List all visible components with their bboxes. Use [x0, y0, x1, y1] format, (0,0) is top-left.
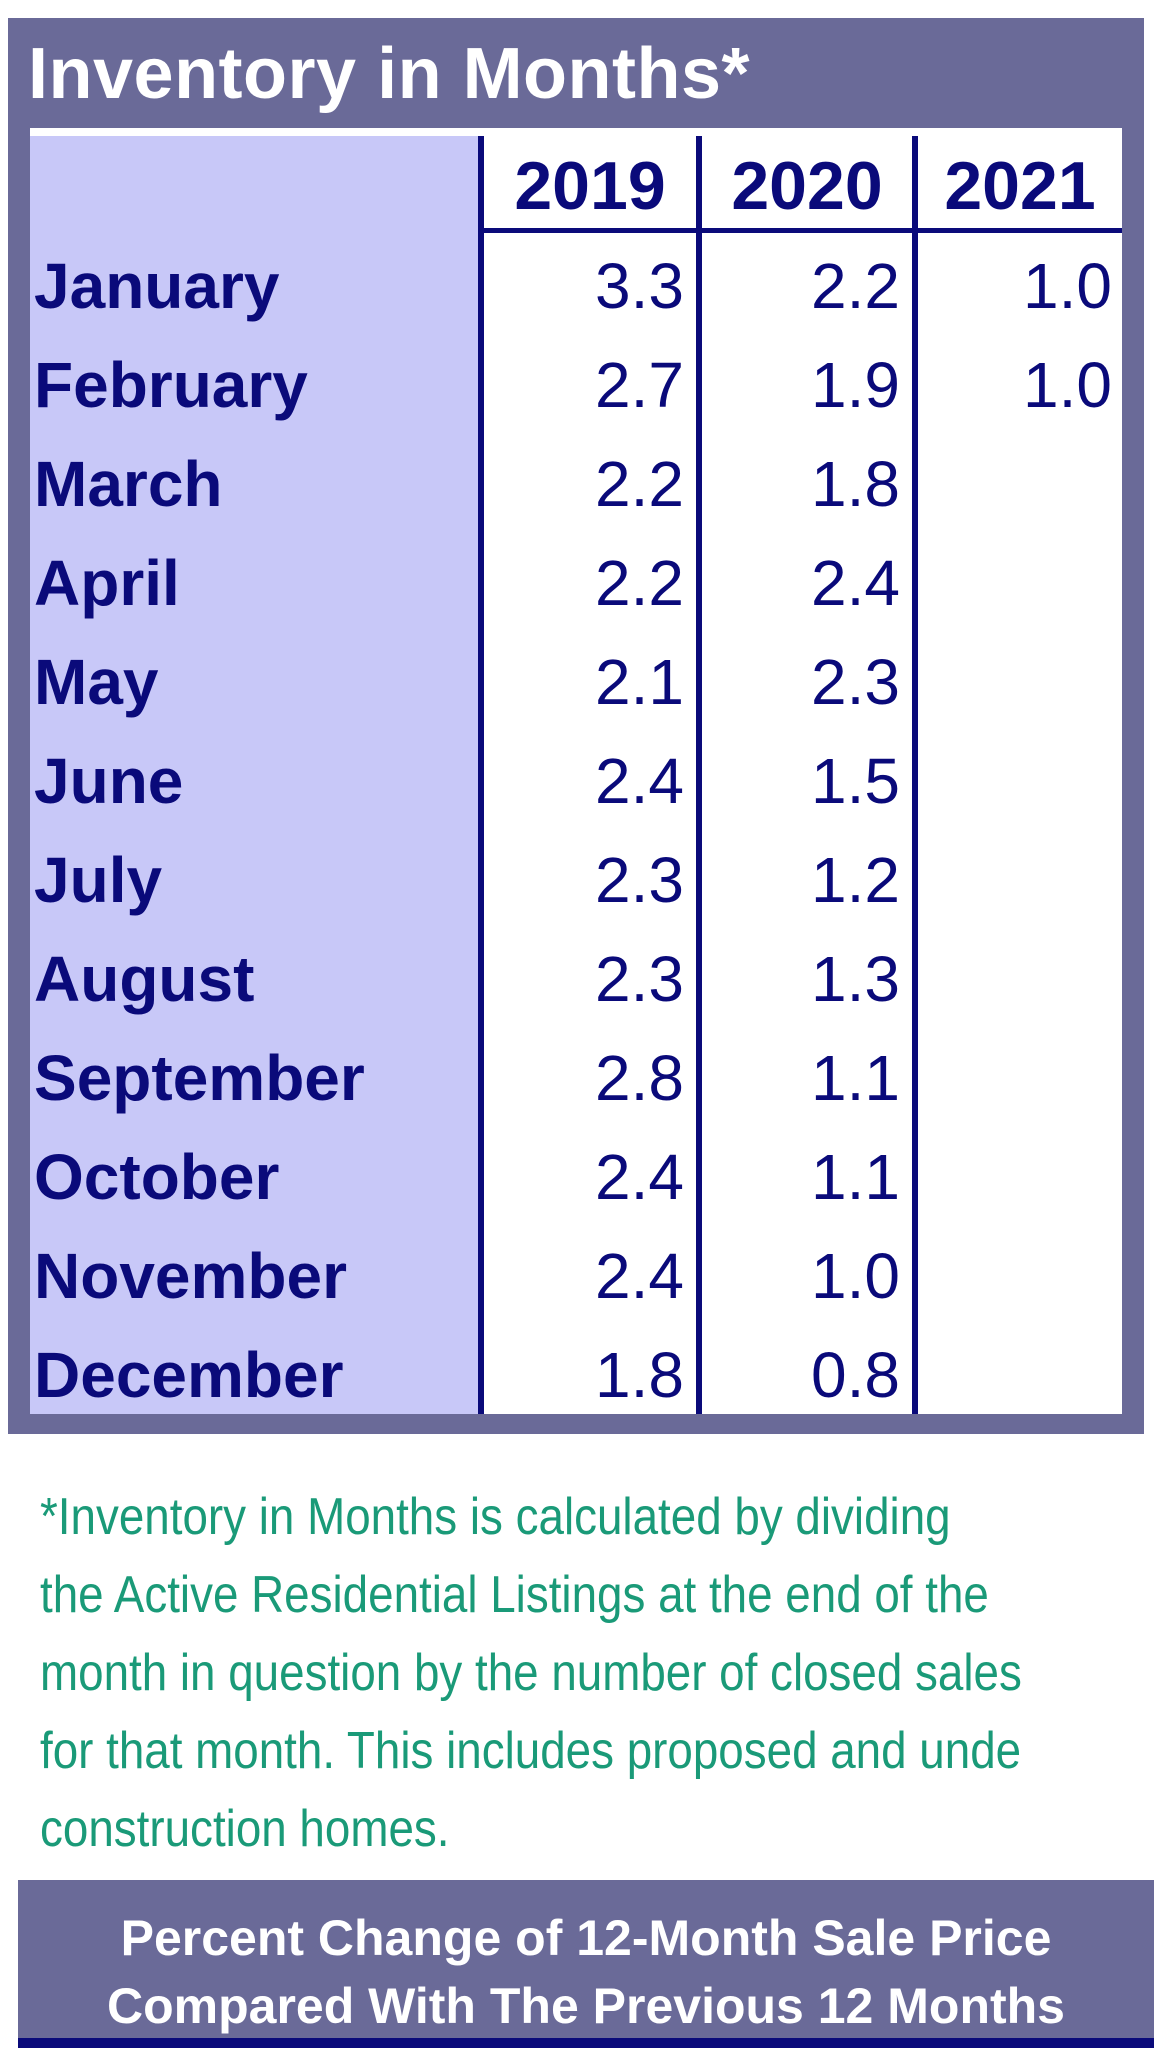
footnote-line: *Inventory in Months is calculated by di… — [40, 1488, 951, 1546]
value-cell: 1.2 — [811, 844, 900, 916]
column-divider — [912, 136, 918, 1414]
value-cell: 2.3 — [811, 646, 900, 718]
value-cell: 1.3 — [811, 943, 900, 1015]
month-label: March — [34, 448, 223, 520]
year-header-2020: 2020 — [731, 148, 883, 224]
value-cell: 2.2 — [811, 250, 900, 322]
footnote-line: for that month. This includes proposed a… — [40, 1722, 1022, 1780]
column-divider — [478, 136, 484, 1414]
month-label: February — [34, 349, 308, 421]
header-underline — [918, 228, 1122, 233]
value-cell: 1.0 — [1023, 349, 1112, 421]
header-underline — [484, 228, 696, 233]
month-label: July — [34, 844, 163, 916]
values-background — [478, 136, 1122, 1414]
title-rule — [30, 128, 1122, 136]
value-cell: 2.2 — [595, 547, 684, 619]
value-cell: 2.2 — [595, 448, 684, 520]
value-cell: 1.8 — [811, 448, 900, 520]
value-cell: 1.5 — [811, 745, 900, 817]
panel-title: Inventory in Months* — [28, 34, 751, 114]
column-divider — [696, 136, 702, 1414]
header-underline — [702, 228, 912, 233]
value-cell: 2.4 — [811, 547, 900, 619]
value-cell: 2.7 — [595, 349, 684, 421]
banner-line-1: Percent Change of 12-Month Sale Price — [120, 1910, 1052, 1966]
value-cell: 3.3 — [595, 250, 684, 322]
month-label: June — [34, 745, 184, 817]
month-label: September — [34, 1042, 365, 1114]
month-label: October — [34, 1141, 280, 1213]
month-column-background — [30, 136, 478, 1414]
value-cell: 2.8 — [595, 1042, 684, 1114]
value-cell: 1.0 — [811, 1240, 900, 1312]
month-label: May — [34, 646, 159, 718]
value-cell: 1.8 — [595, 1339, 684, 1411]
value-cell: 2.4 — [595, 1240, 684, 1312]
banner-line-2: Compared With The Previous 12 Months — [106, 1978, 1065, 2034]
value-cell: 1.9 — [811, 349, 900, 421]
value-cell: 2.4 — [595, 1141, 684, 1213]
banner-bottom-rule — [18, 2038, 1154, 2048]
year-header-2019: 2019 — [514, 148, 666, 224]
value-cell: 2.1 — [595, 646, 684, 718]
footnote-line: the Active Residential Listings at the e… — [40, 1566, 989, 1624]
value-cell: 1.1 — [811, 1042, 900, 1114]
value-cell: 2.3 — [595, 844, 684, 916]
value-cell: 1.1 — [811, 1141, 900, 1213]
month-label: December — [34, 1339, 344, 1411]
footnote: *Inventory in Months is calculated by di… — [40, 1478, 1026, 1868]
month-label: August — [34, 943, 255, 1015]
section-banner: Percent Change of 12-Month Sale Price Co… — [18, 1880, 1154, 2048]
value-cell: 2.4 — [595, 745, 684, 817]
value-cell: 2.3 — [595, 943, 684, 1015]
footnote-line: month in question by the number of close… — [40, 1644, 1022, 1702]
month-label: January — [34, 250, 280, 322]
month-label: November — [34, 1240, 347, 1312]
month-label: April — [34, 547, 180, 619]
year-header-2021: 2021 — [944, 148, 1096, 224]
value-cell: 1.0 — [1023, 250, 1112, 322]
footnote-line: construction homes. — [40, 1800, 450, 1858]
value-cell: 0.8 — [811, 1339, 900, 1411]
